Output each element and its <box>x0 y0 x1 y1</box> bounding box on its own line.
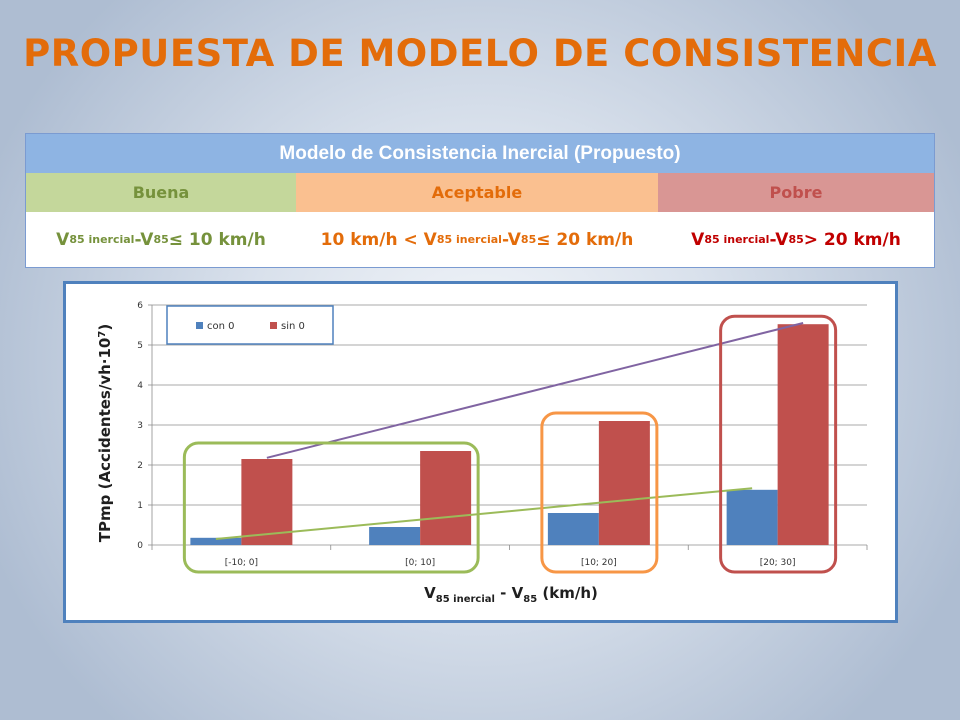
x-tick-label: [10; 20] <box>581 558 617 568</box>
bar-sin-0 <box>420 451 472 545</box>
condition-row: V 85 inercial -V 85 ≤ 10 km/h 10 km/h < V 85… <box>26 212 934 267</box>
legend-label-sin-0: sin 0 <box>281 321 305 332</box>
bar-con-0 <box>547 513 599 545</box>
bar-sin-0 <box>598 421 650 545</box>
condition-buena: V 85 inercial -V 85 ≤ 10 km/h <box>56 229 266 250</box>
bar-sin-0 <box>777 324 829 545</box>
model-table-header: Modelo de Consistencia Inercial (Propues… <box>26 134 934 173</box>
y-tick-label: 1 <box>137 501 143 511</box>
category-aceptable: Aceptable <box>296 173 658 212</box>
y-tick-label: 2 <box>137 461 143 471</box>
chart-legend <box>166 305 334 345</box>
highlight-frame <box>182 441 480 574</box>
legend-label-con-0: con 0 <box>207 321 235 332</box>
category-buena: Buena <box>26 173 296 212</box>
bar-sin-0 <box>241 459 293 545</box>
y-axis-title: TPmp (Accidentes/vh·107) <box>96 324 114 542</box>
trendline-sin-0 <box>266 322 804 459</box>
y-tick-label: 6 <box>137 301 143 311</box>
bar-con-0 <box>726 489 778 545</box>
legend-swatch-con-0 <box>196 322 203 329</box>
y-tick-label: 0 <box>137 541 143 551</box>
trendline-con-0 <box>215 487 753 540</box>
x-tick-label: [-10; 0] <box>225 558 258 568</box>
y-tick-label: 3 <box>137 421 143 431</box>
condition-aceptable: 10 km/h < V 85 inercial -V 85 ≤ 20 km/h <box>320 229 634 250</box>
category-row: Buena Aceptable Pobre <box>26 173 934 212</box>
consistency-model-table: Modelo de Consistencia Inercial (Propues… <box>25 133 935 268</box>
slide-title: PROPUESTA DE MODELO DE CONSISTENCIA <box>23 32 937 75</box>
legend-swatch-sin-0 <box>270 322 277 329</box>
bar-chart: 0 1 2 3 4 5 6 [-10; 0] [0; 10] [10; 20] [20; 30] c… <box>96 301 868 605</box>
bar-con-0 <box>190 537 242 545</box>
category-pobre: Pobre <box>658 173 934 212</box>
x-tick-label: [20; 30] <box>760 558 796 568</box>
chart-panel: 0 1 2 3 4 5 6 [-10; 0] [0; 10] [10; 20] [20; 30] c… <box>63 281 898 623</box>
x-tick-label: [0; 10] <box>405 558 435 568</box>
y-tick-label: 4 <box>137 381 143 391</box>
condition-pobre: V 85 inercial -V 85 > 20 km/h <box>691 229 901 250</box>
y-tick-label: 5 <box>137 341 143 351</box>
bar-con-0 <box>369 527 421 545</box>
highlight-frame <box>719 314 838 574</box>
highlight-frame <box>540 411 659 574</box>
x-axis-title: V85 inercial - V85 (km/h) <box>424 584 598 605</box>
